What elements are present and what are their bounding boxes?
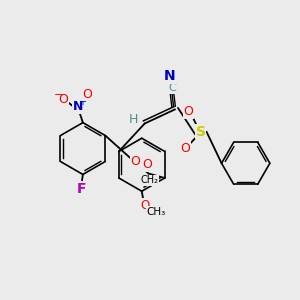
Text: O: O [140,199,149,212]
Text: CH₂: CH₂ [141,175,159,185]
Text: S: S [196,125,206,139]
Text: CH₃: CH₃ [146,207,166,217]
Text: O: O [183,105,193,118]
Text: N: N [164,69,176,83]
Text: O: O [130,155,140,168]
Text: F: F [76,182,86,196]
Text: O: O [142,158,152,171]
Text: N: N [72,100,83,113]
Text: H: H [129,113,138,127]
Text: O: O [82,88,92,100]
Text: −: − [53,90,63,100]
Text: +: + [78,97,86,107]
Text: O: O [180,142,190,155]
Text: C: C [169,83,176,93]
Text: O: O [58,93,68,106]
